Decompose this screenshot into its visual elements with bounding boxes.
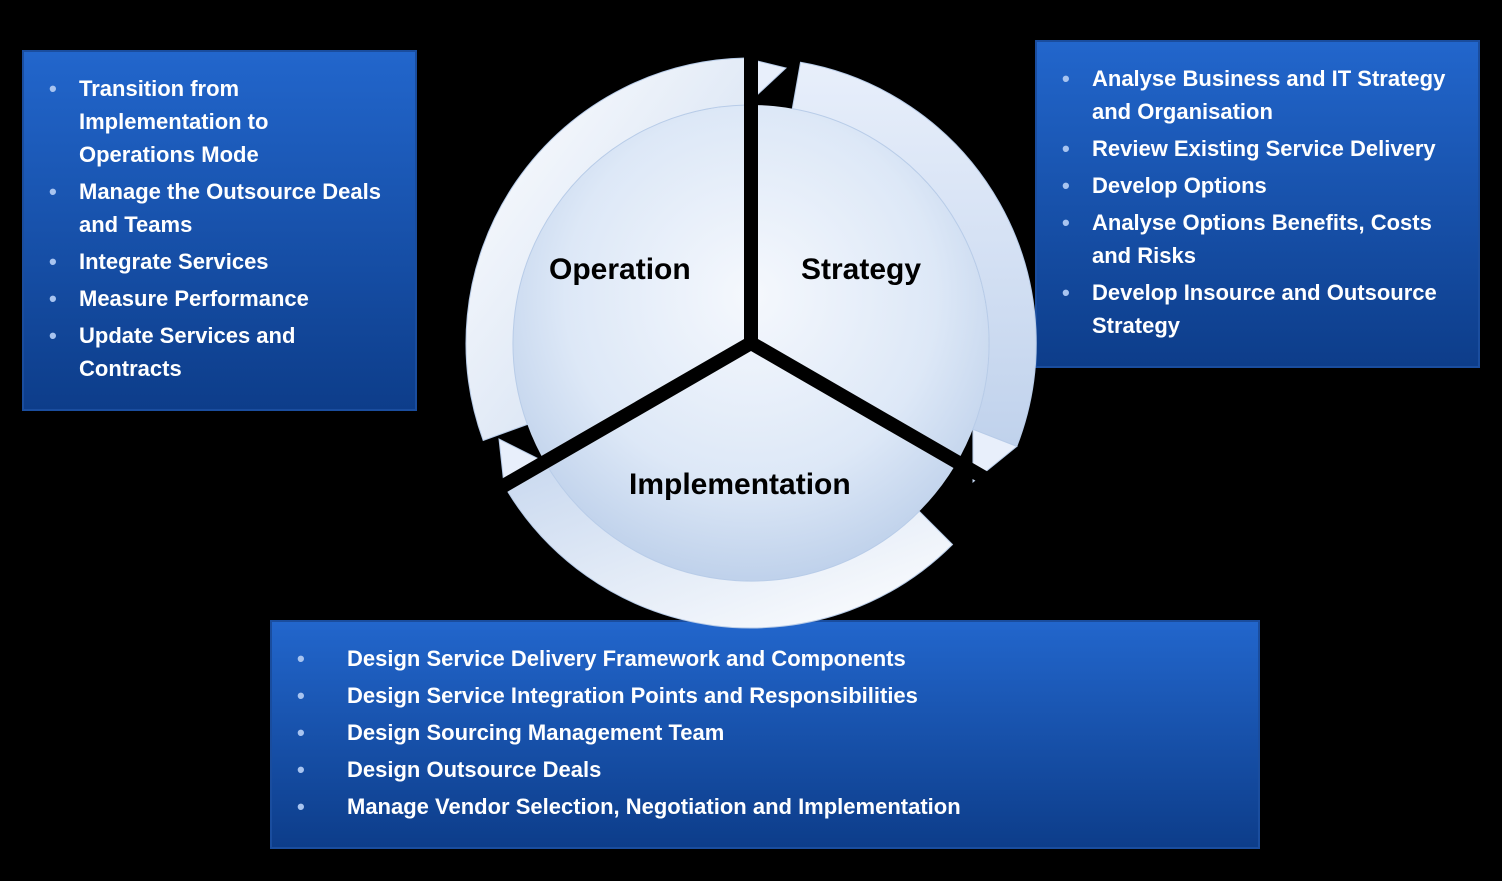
label-strategy: Strategy <box>801 253 921 287</box>
cycle-svg <box>451 43 1051 643</box>
operation-box: Transition from Implementation to Operat… <box>22 50 417 411</box>
list-item: Transition from Implementation to Operat… <box>49 72 390 171</box>
list-item: Develop Options <box>1062 169 1453 202</box>
label-implementation: Implementation <box>629 468 851 502</box>
list-item: Update Services and Contracts <box>49 319 390 385</box>
list-item: Manage the Outsource Deals and Teams <box>49 175 390 241</box>
list-item: Design Sourcing Management Team <box>297 716 1233 749</box>
list-item: Design Service Integration Points and Re… <box>297 679 1233 712</box>
strategy-list: Analyse Business and IT Strategy and Org… <box>1062 62 1453 342</box>
list-item: Design Service Delivery Framework and Co… <box>297 642 1233 675</box>
label-operation: Operation <box>549 253 691 287</box>
list-item: Analyse Options Benefits, Costs and Risk… <box>1062 206 1453 272</box>
list-item: Analyse Business and IT Strategy and Org… <box>1062 62 1453 128</box>
cycle-diagram: Operation Strategy Implementation <box>451 43 1051 643</box>
list-item: Manage Vendor Selection, Negotiation and… <box>297 790 1233 823</box>
operation-list: Transition from Implementation to Operat… <box>49 72 390 385</box>
implementation-box: Design Service Delivery Framework and Co… <box>270 620 1260 849</box>
strategy-box: Analyse Business and IT Strategy and Org… <box>1035 40 1480 368</box>
list-item: Review Existing Service Delivery <box>1062 132 1453 165</box>
list-item: Measure Performance <box>49 282 390 315</box>
list-item: Design Outsource Deals <box>297 753 1233 786</box>
list-item: Develop Insource and Outsource Strategy <box>1062 276 1453 342</box>
list-item: Integrate Services <box>49 245 390 278</box>
implementation-list: Design Service Delivery Framework and Co… <box>297 642 1233 823</box>
